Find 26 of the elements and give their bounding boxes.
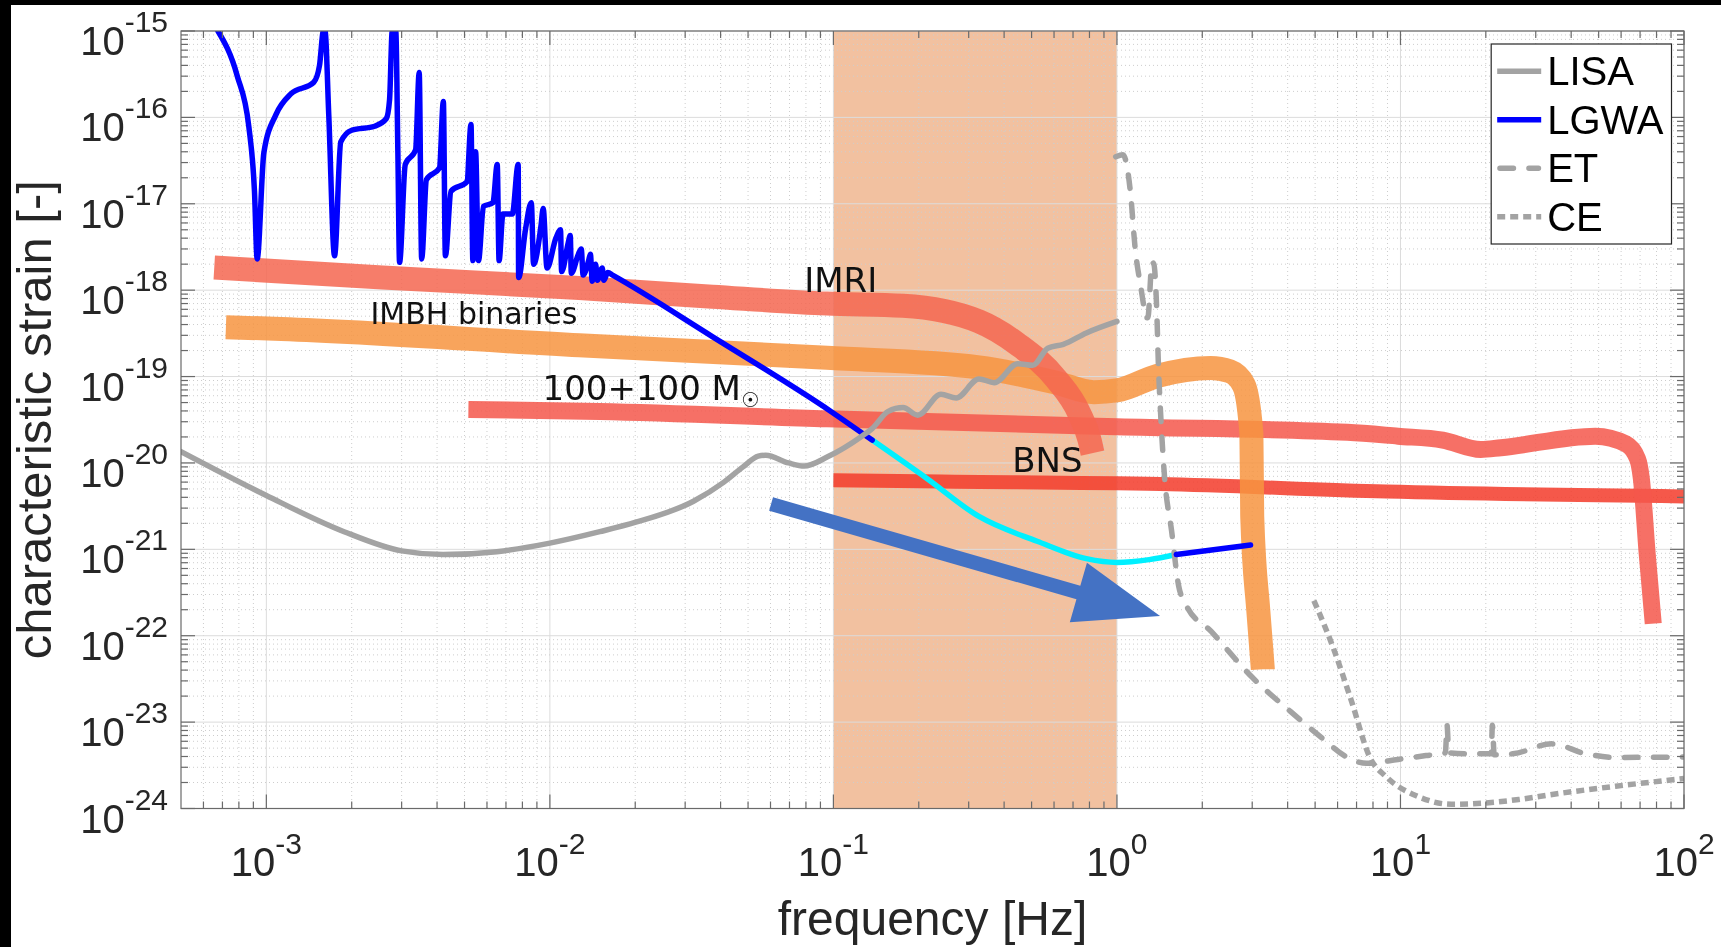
y-tick-label: 10$^{-22}$ (80, 609, 168, 668)
legend-label: CE (1547, 194, 1603, 239)
annotation: IMRI (804, 259, 878, 300)
x-tick-label: 10$^{-1}$ (797, 827, 869, 884)
y-tick-label: 10$^{-20}$ (80, 436, 168, 495)
y-tick-label: 10$^{-23}$ (80, 696, 168, 755)
y-tick-label: 10$^{-15}$ (80, 5, 168, 63)
x-tick-label: 10$^{0}$ (1086, 827, 1148, 884)
legend-label: LISA (1547, 49, 1635, 94)
y-tick-label: 10$^{-24}$ (80, 782, 168, 841)
x-tick-label: 10$^{-3}$ (230, 827, 302, 884)
x-axis-title: frequency [Hz] (777, 892, 1088, 945)
y-axis-title: characteristic strain [-] (7, 180, 61, 660)
y-tick-label: 10$^{-16}$ (80, 91, 168, 150)
y-tick-label: 10$^{-17}$ (80, 177, 168, 236)
x-tick-label: 10$^{1}$ (1369, 827, 1432, 884)
x-tick-label: 10$^{2}$ (1653, 827, 1715, 884)
annotation: IMBH binaries (370, 296, 578, 332)
y-tick-label: 10$^{-19}$ (80, 350, 168, 409)
x-tick-label: 10$^{-2}$ (514, 827, 586, 884)
legend-label: ET (1547, 146, 1599, 191)
annotation: BNS (1012, 440, 1083, 481)
legend-label: LGWA (1547, 97, 1664, 142)
y-tick-label: 10$^{-18}$ (80, 264, 168, 323)
y-tick-label: 10$^{-21}$ (80, 523, 168, 582)
annotation: 100+100 M$_{☉}$ (542, 368, 760, 413)
